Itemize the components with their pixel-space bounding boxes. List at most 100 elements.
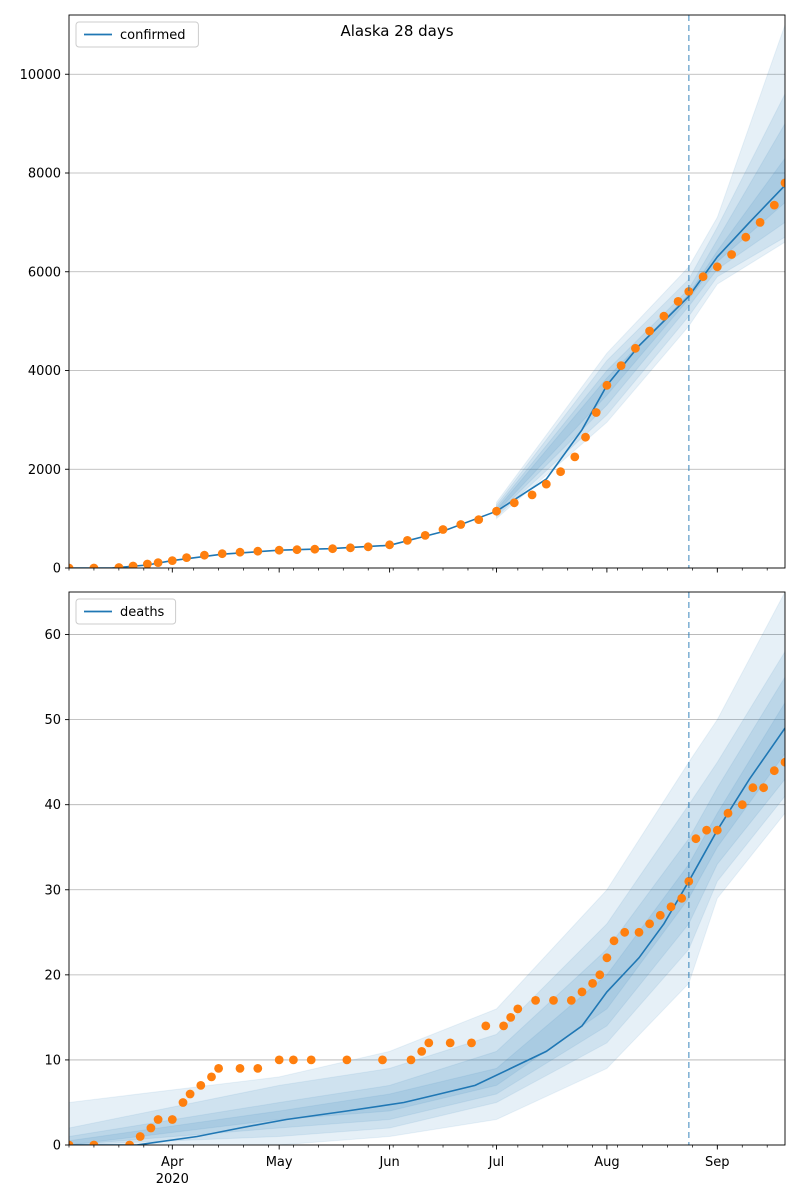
y-tick-label: 10 xyxy=(44,1053,61,1068)
legend: confirmed xyxy=(75,21,199,48)
legend-label: deaths xyxy=(120,605,165,620)
observed-point xyxy=(541,479,551,489)
y-tick-label: 2000 xyxy=(28,463,61,478)
observed-point xyxy=(712,262,722,272)
observed-point xyxy=(274,545,284,555)
observed-point xyxy=(69,563,74,568)
observed-point xyxy=(499,1021,508,1031)
observed-point xyxy=(310,544,320,554)
observed-point xyxy=(684,876,694,886)
observed-point xyxy=(659,311,669,321)
plot-area xyxy=(69,24,785,568)
observed-point xyxy=(207,1072,216,1082)
observed-point xyxy=(595,970,605,980)
y-tick-label: 6000 xyxy=(28,265,61,280)
observed-point xyxy=(217,549,227,559)
observed-point xyxy=(114,563,124,568)
observed-point xyxy=(737,800,747,810)
observed-point xyxy=(346,543,355,553)
uncertainty-band xyxy=(69,650,785,1145)
figure-title: Alaska 28 days xyxy=(340,22,453,40)
observed-point xyxy=(214,1064,224,1073)
uncertainty-band xyxy=(496,157,785,514)
legend: deaths xyxy=(75,598,177,625)
observed-point xyxy=(620,927,630,937)
observed-point xyxy=(780,757,785,767)
observed-point xyxy=(167,556,177,565)
x-tick-label: Apr xyxy=(161,1155,184,1170)
axes-frame xyxy=(68,591,786,1146)
observed-point xyxy=(153,558,163,567)
y-tick-label: 20 xyxy=(44,968,61,983)
uncertainty-band xyxy=(69,592,785,1145)
observed-point xyxy=(146,1123,156,1133)
observed-point xyxy=(438,525,448,534)
observed-point xyxy=(748,783,758,793)
observed-point xyxy=(602,953,612,963)
observed-point xyxy=(698,272,708,282)
x-tick-label: Aug xyxy=(594,1155,619,1170)
y-tick-label: 0 xyxy=(53,562,61,577)
uncertainty-band xyxy=(496,24,785,520)
x-tick-label: Sep xyxy=(705,1155,730,1170)
observed-point xyxy=(89,563,99,568)
observed-point xyxy=(89,1140,99,1145)
observed-point xyxy=(306,1055,316,1065)
deaths-panel: 0 10 20 30 40 50 60 Apr May Jun Jul Aug Sep 2020 death… xyxy=(44,591,786,1187)
observed-point xyxy=(363,542,373,552)
observed-point xyxy=(196,1081,206,1090)
observed-point xyxy=(531,996,540,1005)
observed-point xyxy=(235,1064,245,1073)
observed-point xyxy=(755,218,765,227)
observed-point xyxy=(645,326,654,336)
observed-point xyxy=(200,550,209,560)
x-tick-label: Jun xyxy=(378,1155,399,1170)
observed-point xyxy=(631,343,640,353)
observed-point xyxy=(581,432,590,442)
observed-point xyxy=(185,1089,195,1099)
observed-point xyxy=(616,361,626,370)
y-tick-label: 50 xyxy=(44,713,61,728)
observed-point xyxy=(591,408,601,417)
observed-point xyxy=(566,996,576,1005)
observed-point xyxy=(143,559,152,568)
observed-point xyxy=(570,452,580,462)
observed-point xyxy=(492,506,501,516)
y-tick-label: 40 xyxy=(44,798,61,813)
observed-point xyxy=(549,996,558,1005)
observed-point xyxy=(378,1055,387,1065)
legend-box xyxy=(75,598,177,625)
observed-point xyxy=(292,545,302,555)
observed-point xyxy=(406,1055,416,1065)
observed-point xyxy=(456,520,466,529)
observed-point xyxy=(645,919,654,929)
uncertainty-band xyxy=(69,676,785,1145)
observed-point xyxy=(253,1064,263,1073)
observed-point xyxy=(342,1055,352,1065)
observed-point xyxy=(513,1004,523,1014)
observed-point xyxy=(135,1132,145,1141)
observed-point xyxy=(506,1013,516,1022)
observed-point xyxy=(634,927,644,937)
observed-point xyxy=(420,531,430,540)
plot-area xyxy=(69,592,785,1145)
observed-point xyxy=(167,1115,177,1124)
observed-point xyxy=(684,287,694,296)
observed-point xyxy=(274,1055,284,1065)
observed-point xyxy=(509,498,519,508)
observed-point xyxy=(588,979,597,988)
observed-point xyxy=(289,1055,298,1065)
observed-point xyxy=(417,1047,427,1056)
observed-point xyxy=(445,1038,455,1048)
observed-point xyxy=(182,553,192,562)
observed-point xyxy=(723,808,733,818)
observed-point xyxy=(702,825,711,835)
observed-point xyxy=(691,834,701,844)
observed-point xyxy=(403,536,412,545)
legend-label: confirmed xyxy=(120,28,186,43)
observed-point xyxy=(481,1021,491,1031)
y-tick-label: 30 xyxy=(44,883,61,898)
observed-point xyxy=(128,561,138,568)
observed-point xyxy=(666,902,676,912)
